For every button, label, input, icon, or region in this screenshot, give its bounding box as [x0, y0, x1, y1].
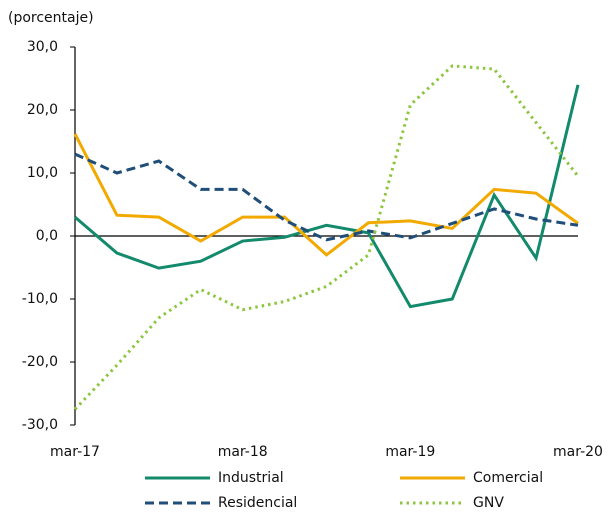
x-tick-label: mar-17 [50, 444, 100, 460]
y-tick-label: 10,0 [27, 165, 58, 181]
series-line [74, 152, 579, 242]
y-tick-label: 30,0 [27, 39, 58, 55]
x-tick-label: mar-20 [553, 444, 603, 460]
series-line [74, 84, 580, 309]
series-line [73, 133, 579, 257]
series-line [73, 64, 580, 411]
y-tick-label: -10,0 [22, 291, 58, 307]
legend-label: Industrial [218, 470, 284, 486]
y-tick-label: 20,0 [27, 102, 58, 118]
y-tick-label: -20,0 [22, 354, 58, 370]
legend-label: Comercial [473, 470, 543, 486]
legend-label: Residencial [218, 495, 297, 511]
legend-label: GNV [473, 495, 504, 511]
x-tick-label: mar-19 [385, 444, 435, 460]
y-axis-label: (porcentaje) [8, 10, 94, 26]
y-tick-label: 0,0 [36, 228, 58, 244]
y-tick-label: -30,0 [22, 417, 58, 433]
x-tick-label: mar-18 [218, 444, 268, 460]
